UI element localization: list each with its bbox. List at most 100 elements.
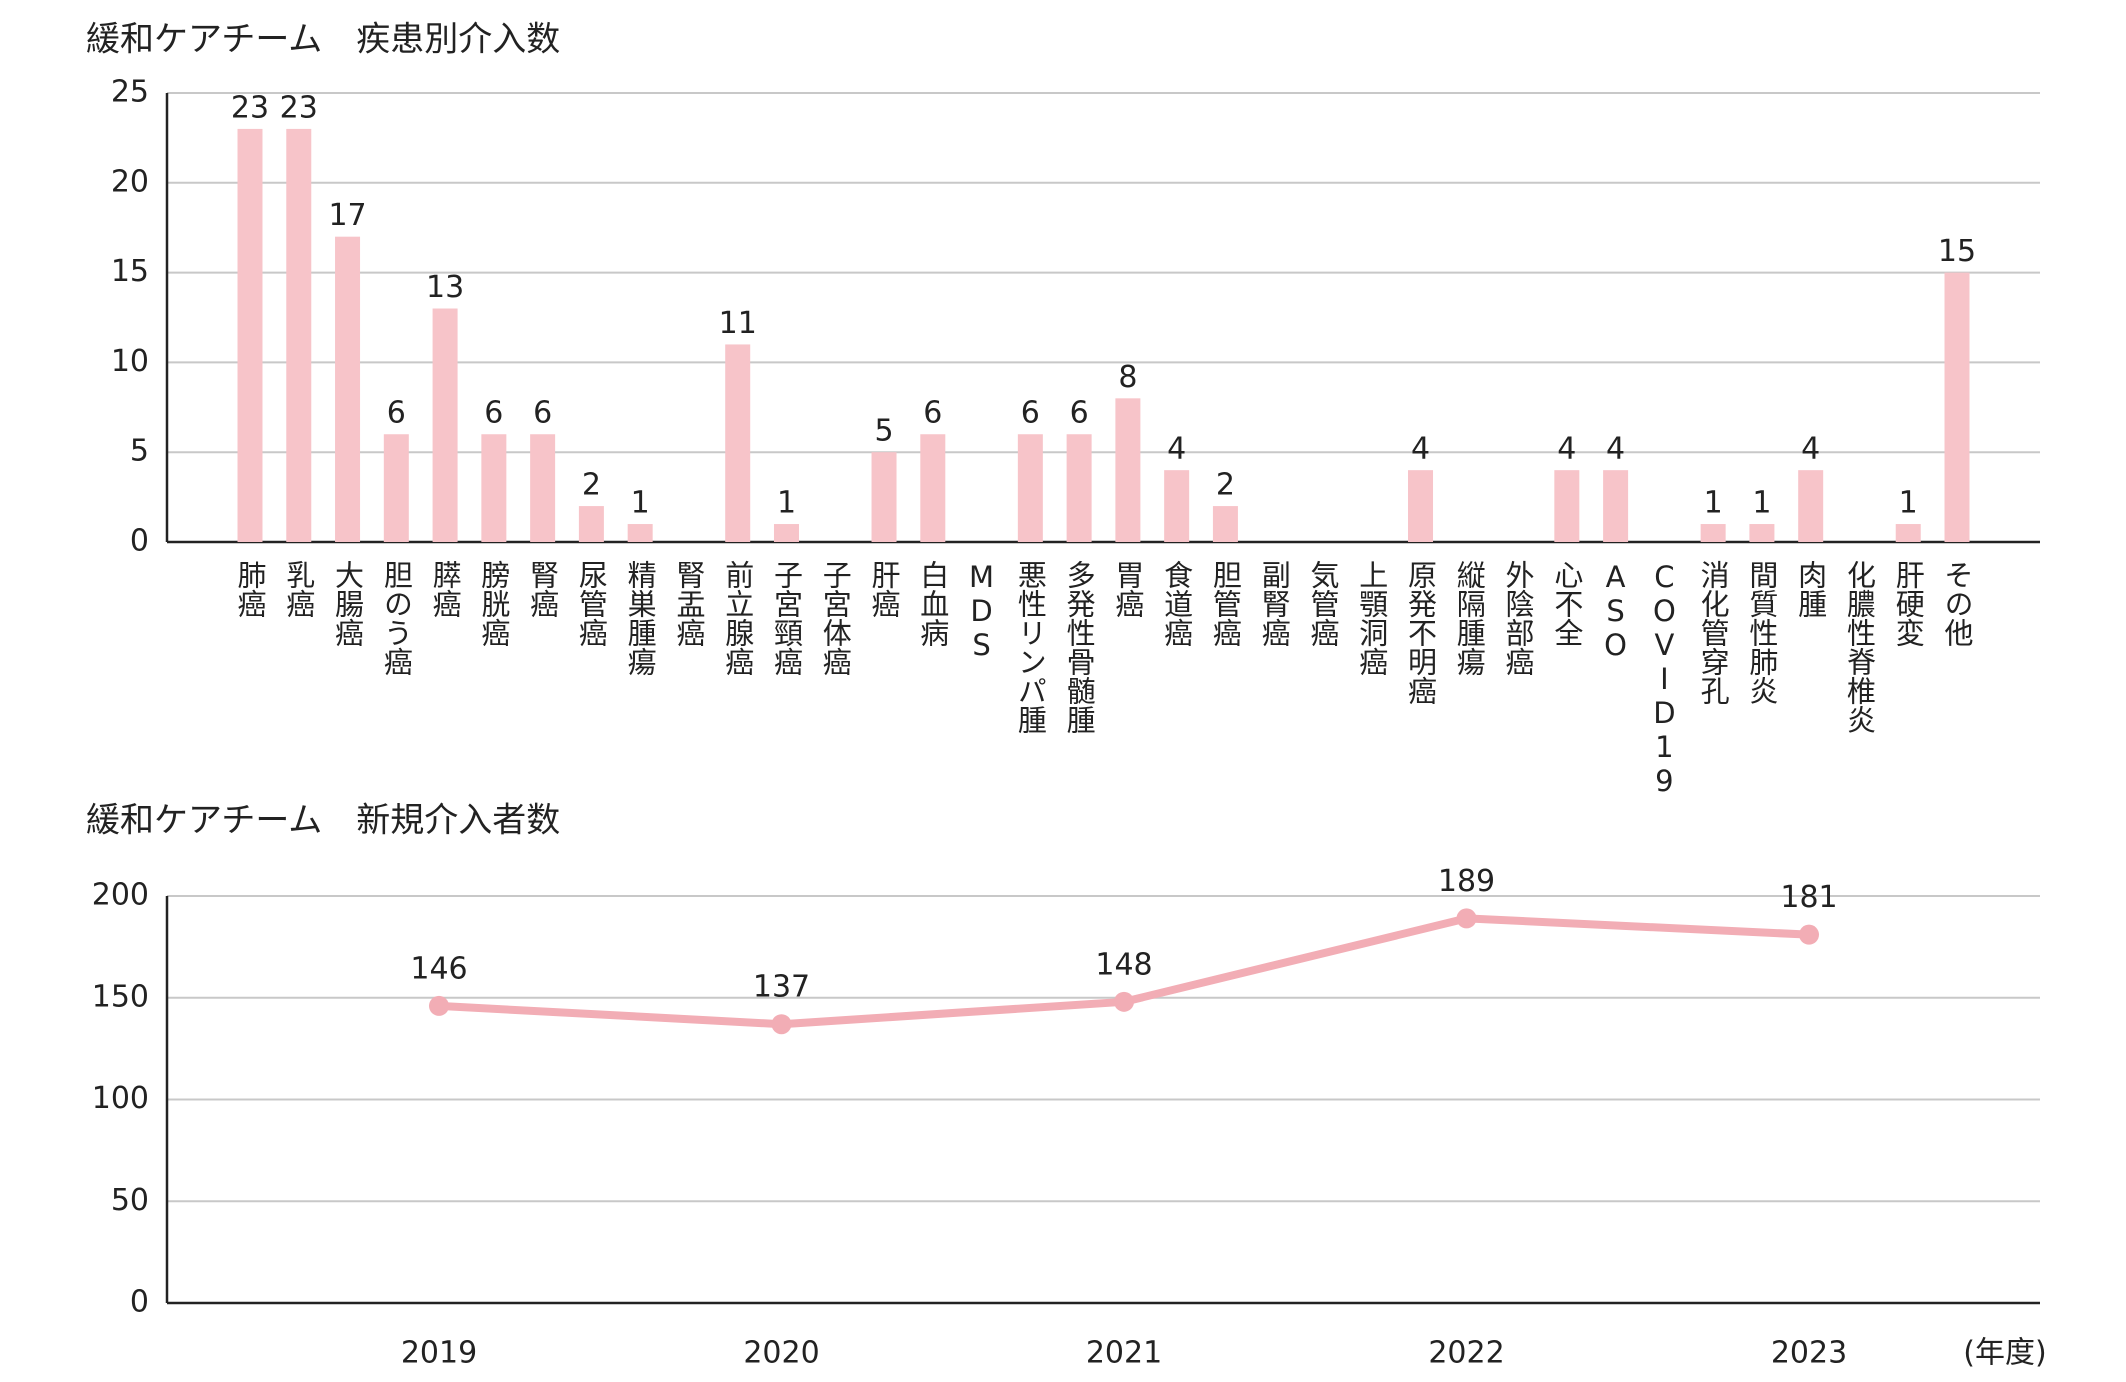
y-tick-label: 15 bbox=[111, 254, 149, 289]
x-tick-label: 原発不明癌 bbox=[1404, 560, 1438, 705]
data-label: 6 bbox=[484, 396, 503, 431]
x-tick-label: 外陰部癌 bbox=[1501, 560, 1535, 676]
data-label: 8 bbox=[1118, 360, 1137, 395]
x-tick-label: 副腎癌 bbox=[1257, 560, 1291, 647]
data-label: 2 bbox=[582, 468, 601, 503]
x-tick-label: 膀胱癌 bbox=[477, 560, 511, 647]
data-label: 6 bbox=[1021, 396, 1040, 431]
marker bbox=[1799, 924, 1819, 945]
bar bbox=[773, 524, 799, 542]
data-label: 4 bbox=[1606, 432, 1625, 467]
bar bbox=[237, 128, 263, 543]
x-tick-label: 化膿性脊椎炎 bbox=[1842, 560, 1876, 734]
data-label: 1 bbox=[777, 486, 796, 521]
y-tick-label: 20 bbox=[111, 164, 149, 199]
x-tick-label: 膵癌 bbox=[428, 560, 462, 618]
x-tick-label: ASO bbox=[1599, 560, 1633, 662]
y-tick-label: 50 bbox=[111, 1183, 149, 1218]
x-tick-label: 尿管癌 bbox=[574, 560, 608, 647]
bar bbox=[1700, 524, 1726, 542]
x-tick-label: 2022 bbox=[1428, 1336, 1504, 1371]
y-tick-label: 5 bbox=[130, 434, 149, 469]
x-tick-label: 悪性リンパ腫 bbox=[1013, 560, 1047, 734]
x-tick-label: 肉腫 bbox=[1794, 560, 1828, 618]
x-tick-label: 白血病 bbox=[916, 560, 950, 647]
x-tick-label: 乳癌 bbox=[282, 560, 316, 618]
data-label: 15 bbox=[1938, 234, 1976, 269]
x-tick-label: COVID19 bbox=[1647, 560, 1681, 798]
bar bbox=[725, 344, 751, 542]
data-label: 11 bbox=[719, 306, 757, 341]
data-label: 6 bbox=[923, 396, 942, 431]
x-tick-label: 2021 bbox=[1086, 1336, 1162, 1371]
bar bbox=[335, 236, 361, 542]
bar bbox=[1895, 524, 1921, 542]
bar bbox=[871, 452, 897, 542]
data-label: 2 bbox=[1216, 468, 1235, 503]
data-label: 4 bbox=[1801, 432, 1820, 467]
data-label: 1 bbox=[631, 486, 650, 521]
x-tick-label: 肺癌 bbox=[233, 560, 267, 618]
data-label: 4 bbox=[1557, 432, 1576, 467]
x-tick-label: 胆管癌 bbox=[1208, 560, 1242, 647]
data-label: 6 bbox=[387, 396, 406, 431]
chart-title: 緩和ケアチーム 新規介入者数 bbox=[86, 801, 560, 841]
bar bbox=[920, 434, 946, 542]
data-label: 6 bbox=[1070, 396, 1089, 431]
data-label: 189 bbox=[1438, 864, 1495, 899]
data-label: 4 bbox=[1411, 432, 1430, 467]
bar bbox=[481, 434, 507, 542]
marker bbox=[771, 1014, 792, 1035]
bar bbox=[578, 506, 604, 542]
data-label: 1 bbox=[1704, 486, 1723, 521]
x-tick-label: 腎癌 bbox=[526, 560, 560, 618]
marker bbox=[429, 995, 449, 1016]
bar bbox=[1798, 470, 1824, 542]
data-label: 146 bbox=[410, 951, 467, 986]
bar bbox=[530, 434, 556, 542]
x-tick-label: 大腸癌 bbox=[331, 560, 365, 647]
data-label: 148 bbox=[1095, 947, 1152, 982]
bar bbox=[1749, 524, 1775, 542]
bar bbox=[286, 128, 312, 543]
data-label: 1 bbox=[1752, 486, 1771, 521]
x-tick-label: その他 bbox=[1940, 560, 1974, 647]
x-tick-label: 子宮頸癌 bbox=[769, 560, 803, 676]
y-tick-label: 100 bbox=[92, 1081, 149, 1116]
x-tick-label: 2019 bbox=[401, 1336, 477, 1371]
marker bbox=[1114, 991, 1134, 1012]
bar bbox=[1408, 470, 1434, 542]
data-label: 13 bbox=[426, 270, 464, 305]
bar bbox=[383, 434, 409, 542]
y-tick-label: 0 bbox=[130, 1285, 149, 1320]
data-label: 4 bbox=[1167, 432, 1186, 467]
x-axis-label: (年度) bbox=[1963, 1336, 2046, 1371]
bar bbox=[432, 308, 458, 542]
bar bbox=[1164, 470, 1190, 542]
data-label: 137 bbox=[753, 970, 810, 1005]
x-tick-label: 肝癌 bbox=[867, 560, 901, 618]
x-tick-label: 心不全 bbox=[1550, 560, 1584, 647]
x-tick-label: 2020 bbox=[743, 1336, 819, 1371]
x-tick-label: 精巣腫瘍 bbox=[623, 560, 657, 676]
bar bbox=[1554, 470, 1580, 542]
x-tick-label: 胃癌 bbox=[1111, 560, 1145, 618]
x-tick-label: 腎盂癌 bbox=[672, 560, 706, 647]
x-tick-label: 食道癌 bbox=[1160, 560, 1194, 647]
bar bbox=[627, 524, 653, 542]
x-tick-label: 気管癌 bbox=[1306, 560, 1340, 647]
chart-title: 緩和ケアチーム 疾患別介入数 bbox=[86, 20, 560, 60]
y-tick-label: 150 bbox=[92, 979, 149, 1014]
x-tick-label: 上顎洞癌 bbox=[1355, 560, 1389, 676]
data-label: 181 bbox=[1780, 880, 1837, 915]
x-tick-label: 前立腺癌 bbox=[721, 560, 755, 676]
y-tick-label: 25 bbox=[111, 75, 149, 110]
bar bbox=[1017, 434, 1043, 542]
x-tick-label: MDS bbox=[965, 560, 999, 662]
data-label: 6 bbox=[533, 396, 552, 431]
bar bbox=[1212, 506, 1238, 542]
data-label: 23 bbox=[231, 90, 269, 125]
x-tick-label: 消化管穿孔 bbox=[1696, 560, 1730, 705]
data-label: 23 bbox=[280, 90, 318, 125]
bar bbox=[1066, 434, 1092, 542]
